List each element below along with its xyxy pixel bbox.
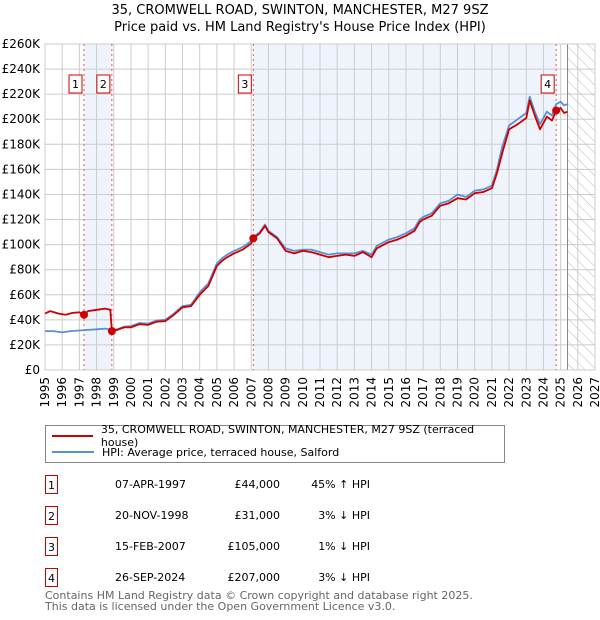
transaction-number: 4	[45, 568, 58, 587]
y-tick-label: £60K	[9, 288, 41, 302]
x-tick-label: 1995	[38, 377, 52, 408]
legend-hpi-swatch	[52, 451, 94, 453]
sale-label: 1	[72, 78, 79, 91]
footer-copyright: Contains HM Land Registry data © Crown c…	[45, 589, 473, 602]
transaction-date: 26-SEP-2024	[115, 571, 186, 584]
chart-title: 35, CROMWELL ROAD, SWINTON, MANCHESTER, …	[111, 3, 489, 18]
sale-point	[107, 327, 116, 336]
x-tick-label: 2021	[485, 377, 499, 408]
y-tick-label: £20K	[9, 338, 41, 352]
sale-point	[552, 106, 561, 115]
sale-label-box	[68, 74, 83, 94]
transaction-hpi-diff: 3% ↓ HPI	[318, 509, 370, 522]
x-tick-label: 2027	[588, 377, 600, 408]
transaction-number: 1	[45, 475, 58, 494]
x-tick-label: 2025	[554, 377, 568, 408]
x-tick-label: 2000	[124, 377, 138, 408]
y-tick-label: £200K	[2, 112, 42, 126]
x-tick-label: 2016	[399, 377, 413, 408]
property-price-line	[44, 99, 568, 332]
transaction-price: £105,000	[227, 540, 281, 553]
y-tick-label: £160K	[2, 162, 42, 176]
y-tick-label: £240K	[2, 62, 42, 76]
x-tick-label: 2011	[313, 377, 327, 408]
sale-label-box	[96, 74, 111, 94]
transaction-date: 20-NOV-1998	[115, 509, 189, 522]
y-tick-label: £220K	[2, 87, 42, 101]
transaction-row: 4 26-SEP-2024 £207,000 3% ↓ HPI	[45, 568, 545, 588]
shaded-period	[253, 44, 557, 370]
x-tick-label: 2005	[210, 377, 224, 408]
transaction-date: 07-APR-1997	[115, 478, 187, 491]
transaction-hpi-diff: 1% ↓ HPI	[318, 540, 370, 553]
x-tick-label: 2009	[279, 377, 293, 408]
y-tick-label: £40K	[9, 313, 41, 327]
x-tick-label: 2020	[468, 377, 482, 408]
sale-point	[80, 310, 89, 319]
x-tick-label: 2004	[193, 377, 207, 408]
x-tick-label: 2002	[158, 377, 172, 408]
x-tick-label: 2023	[519, 377, 533, 408]
x-tick-label: 2013	[347, 377, 361, 408]
y-tick-label: £180K	[2, 137, 42, 151]
x-tick-label: 2003	[176, 377, 190, 408]
transaction-row: 2 20-NOV-1998 £31,000 3% ↓ HPI	[45, 506, 545, 526]
footer-licence: This data is licensed under the Open Gov…	[45, 600, 396, 613]
y-tick-label: £100K	[2, 238, 42, 252]
transaction-date: 15-FEB-2007	[115, 540, 186, 553]
legend-hpi-label: HPI: Average price, terraced house, Salf…	[102, 445, 340, 459]
legend: 35, CROMWELL ROAD, SWINTON, MANCHESTER, …	[45, 423, 505, 463]
transaction-price: £207,000	[227, 571, 281, 584]
x-tick-label: 1999	[107, 377, 121, 408]
shaded-period	[84, 44, 112, 370]
x-tick-label: 2018	[433, 377, 447, 408]
x-tick-label: 1997	[72, 377, 86, 408]
transaction-price: £44,000	[234, 478, 281, 491]
transaction-number: 2	[45, 506, 58, 525]
y-tick-label: £80K	[9, 263, 41, 277]
transaction-price: £31,000	[234, 509, 281, 522]
legend-property-label: 35, CROMWELL ROAD, SWINTON, MANCHESTER, …	[100, 423, 475, 449]
sale-label: 2	[100, 78, 107, 91]
price-chart: 1995 1996 1997 1998 1999 2000 2001 2002 2003 2004…	[2, 37, 600, 408]
y-tick-label: £260K	[2, 37, 42, 51]
y-tick-label: £0	[25, 363, 40, 377]
x-tick-label: 2022	[502, 377, 516, 408]
x-tick-label: 2024	[536, 377, 550, 408]
legend-property-swatch	[52, 435, 93, 437]
y-tick-label: £140K	[2, 187, 42, 201]
x-tick-label: 2001	[141, 377, 155, 408]
transaction-hpi-diff: 3% ↓ HPI	[318, 571, 370, 584]
x-tick-label: 2019	[451, 377, 465, 408]
y-tick-label: £120K	[2, 213, 42, 227]
sale-label-box	[237, 74, 252, 94]
x-tick-label: 2010	[296, 377, 310, 408]
sale-label-box	[540, 74, 555, 94]
x-tick-label: 2008	[261, 377, 275, 408]
transaction-hpi-diff: 45% ↑ HPI	[311, 478, 370, 491]
transaction-row: 1 07-APR-1997 £44,000 45% ↑ HPI	[45, 475, 545, 495]
sale-label: 3	[241, 78, 248, 91]
hpi-line	[45, 95, 568, 334]
chart-subtitle: Price paid vs. HM Land Registry's House …	[114, 20, 486, 35]
x-tick-label: 1998	[90, 377, 104, 408]
transaction-row: 3 15-FEB-2007 £105,000 1% ↓ HPI	[45, 537, 545, 557]
x-tick-label: 2006	[227, 377, 241, 408]
x-tick-label: 2007	[244, 377, 258, 408]
sale-label: 4	[544, 78, 551, 91]
x-tick-label: 2015	[382, 377, 396, 408]
x-tick-label: 2017	[416, 377, 430, 408]
sale-point	[249, 234, 258, 243]
x-tick-label: 1996	[55, 377, 69, 408]
x-tick-label: 2014	[365, 377, 379, 408]
forecast-hatch	[567, 44, 595, 370]
x-tick-label: 2026	[571, 377, 585, 408]
x-tick-label: 2012	[330, 377, 344, 408]
plot-border	[44, 43, 596, 371]
transaction-number: 3	[45, 537, 58, 556]
